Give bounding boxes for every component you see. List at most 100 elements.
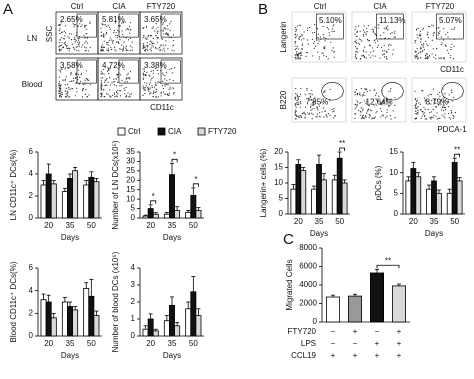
bar [61, 191, 68, 219]
flow-dot [374, 39, 376, 41]
y-axis-label: Langerin+ cells (%) [259, 148, 268, 217]
flow-dot [86, 78, 89, 81]
flow-dot [151, 44, 153, 47]
y-tick-label: 6 [29, 263, 34, 272]
flow-dot [361, 115, 364, 117]
bar [316, 163, 322, 215]
flow-dot [129, 22, 131, 24]
flow-dot [372, 50, 375, 52]
bar [190, 194, 197, 219]
flow-dot [315, 45, 317, 47]
flow-dot [150, 47, 152, 49]
flow-dot [115, 91, 118, 93]
flow-dot [426, 43, 428, 45]
bar [311, 188, 317, 215]
flow-dot [380, 102, 382, 105]
flow-dot [306, 51, 308, 54]
flow-dot [58, 84, 60, 87]
axis-label: CD11c [440, 65, 464, 74]
flow-dot [101, 95, 103, 97]
flow-dot [86, 42, 89, 44]
flow-dot [420, 41, 422, 43]
flow-dot [129, 29, 131, 31]
flow-dot [382, 100, 384, 103]
flow-dot [383, 44, 385, 46]
flow-dot [310, 105, 312, 107]
flow-dot [77, 25, 79, 27]
panel-label: A [3, 1, 13, 18]
gate [160, 59, 181, 84]
flow-dot [423, 48, 425, 51]
flow-dot [450, 89, 452, 91]
flow-dot [105, 33, 108, 35]
flow-dot [63, 42, 65, 44]
row-label: Blood [22, 80, 42, 89]
bar [321, 179, 327, 215]
flow-dot [59, 32, 61, 35]
flow-dot [389, 33, 392, 35]
bar [190, 291, 197, 337]
significance-label: * [173, 150, 176, 159]
gate [118, 59, 139, 84]
flow-dot [442, 101, 444, 103]
significance-bracket [376, 264, 400, 269]
flow-dot [300, 51, 302, 53]
flow-dot [393, 36, 395, 38]
flow-dot [362, 29, 365, 31]
flow-dot [394, 104, 396, 106]
bar [300, 170, 307, 215]
flow-dot [169, 86, 171, 88]
flow-dot [363, 117, 365, 119]
flow-dot [297, 95, 299, 98]
flow-dot [59, 28, 61, 30]
flow-dot [67, 96, 69, 98]
y-tick-label: 35 [126, 147, 135, 156]
flow-dot [365, 57, 367, 59]
flow-dot [301, 44, 303, 46]
flow-dot [445, 33, 447, 36]
flow-dot [437, 93, 439, 95]
flow-dot [374, 34, 377, 36]
flow-dot [74, 48, 76, 50]
flow-dot [424, 99, 426, 101]
flow-dot [82, 88, 85, 90]
flow-dot [296, 45, 298, 48]
flow-dot [64, 78, 66, 80]
flow-dot [151, 77, 153, 79]
flow-dot [295, 97, 297, 99]
flow-dot [453, 115, 455, 117]
flow-dot [113, 46, 116, 48]
panel-label: C [283, 231, 294, 248]
bar [67, 177, 73, 219]
flow-dot [296, 25, 299, 27]
flow-dot [72, 77, 75, 79]
flow-dot [422, 44, 424, 47]
flow-dot [307, 112, 309, 114]
flow-dot [83, 34, 85, 37]
flow-dot [415, 107, 417, 110]
flow-dot [308, 26, 311, 29]
flow-dot [377, 100, 379, 102]
flow-dot [100, 27, 102, 29]
flow-dot [423, 97, 425, 99]
flow-dot [125, 50, 127, 52]
flow-dot [299, 114, 301, 117]
flow-dot [363, 25, 365, 27]
flow-dot [104, 96, 106, 98]
flow-dot [327, 113, 330, 115]
flow-dot [384, 50, 386, 52]
flow-dot [81, 24, 83, 26]
flow-dot [169, 30, 171, 32]
flow-dot [60, 22, 62, 24]
flow-dot [429, 54, 431, 57]
flow-dot [84, 79, 86, 81]
flow-dot [170, 88, 172, 90]
flow-dot [367, 25, 370, 27]
flow-dot [356, 103, 358, 106]
flow-dot [58, 46, 60, 48]
flow-dot [390, 87, 392, 90]
flow-dot [116, 95, 118, 97]
bar [169, 174, 175, 219]
flow-dot [435, 115, 437, 117]
